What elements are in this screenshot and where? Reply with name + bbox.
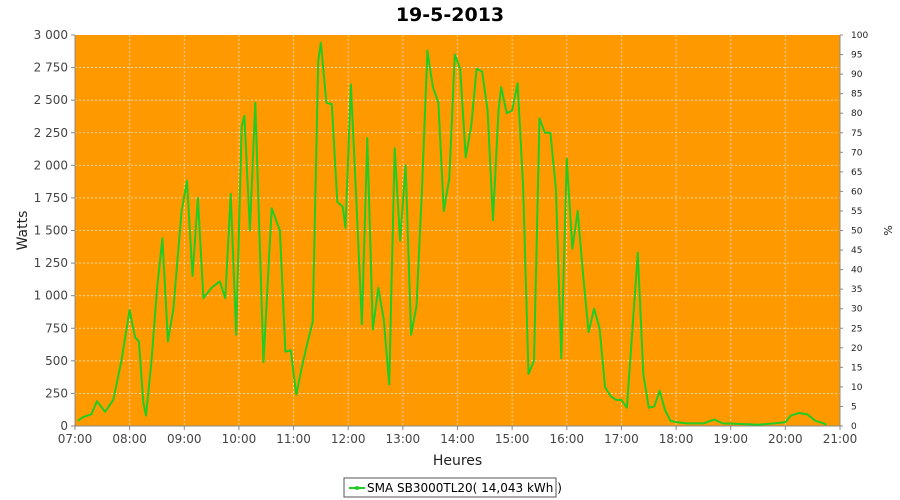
right-tick-label: 70	[851, 148, 863, 158]
y-tick-label: 3 000	[34, 28, 68, 42]
y-tick-label: 500	[45, 354, 68, 368]
y-tick-label: 0	[60, 419, 68, 433]
x-axis-label: Heures	[433, 453, 482, 469]
y-tick-label: 2 000	[34, 158, 68, 172]
x-tick-label: 19:00	[713, 432, 748, 446]
right-tick-label: 0	[851, 422, 857, 432]
right-tick-label: 30	[851, 305, 863, 315]
x-tick-label: 18:00	[659, 432, 694, 446]
right-tick-label: 45	[851, 246, 862, 256]
legend: SMA SB3000TL20( 14,043 kWh )	[343, 477, 562, 498]
right-tick-label: 50	[851, 227, 863, 237]
series-line	[77, 41, 827, 426]
right-tick-label: 75	[851, 129, 862, 139]
right-tick-label: 15	[851, 363, 862, 373]
right-tick-label: 5	[851, 402, 857, 412]
legend-box	[343, 477, 557, 498]
legend-label: SMA SB3000TL20( 14,043 kWh )	[367, 481, 562, 495]
legend-swatch-marker	[355, 486, 359, 490]
y-tick-label: 2 750	[34, 61, 68, 75]
right-tick-label: 80	[851, 109, 863, 119]
right-tick-label: 20	[851, 344, 863, 354]
right-axis-label: %	[881, 225, 894, 235]
x-tick-label: 17:00	[604, 432, 639, 446]
right-tick-label: 65	[851, 168, 862, 178]
y-tick-label: 1 500	[34, 224, 68, 238]
x-tick-label: 16:00	[549, 432, 584, 446]
x-tick-label: 20:00	[768, 432, 803, 446]
x-tick-label: 15:00	[495, 432, 530, 446]
y-tick-label: 750	[45, 321, 68, 335]
x-tick-label: 09:00	[167, 432, 202, 446]
x-axis: 07:00 08:00 09:00 10:00 11:00 12:00 13:00 14:00…	[58, 425, 858, 446]
x-tick-label: 12:00	[331, 432, 366, 446]
y-tick-label: 1 250	[34, 256, 68, 270]
x-tick-label: 08:00	[112, 432, 147, 446]
right-tick-label: 60	[851, 187, 863, 197]
right-tick-label: 85	[851, 90, 862, 100]
right-tick-label: 25	[851, 324, 862, 334]
x-tick-label: 14:00	[440, 432, 475, 446]
y-tick-label: 250	[45, 386, 68, 400]
y-tick-label: 2 250	[34, 126, 68, 140]
y-tick-label: 2 500	[34, 93, 68, 107]
right-tick-label: 95	[851, 51, 862, 61]
series-lines	[77, 41, 827, 426]
chart-title: 19-5-2013	[396, 4, 504, 26]
x-tick-label: 21:00	[823, 432, 858, 446]
left-y-axis: 0 250 500 750 1 000 1 250 1 500 1 750 2 000 2 250…	[34, 28, 76, 433]
grid-lines	[75, 35, 840, 426]
right-y-axis: 0 5 10 15 20 25 30 35 40 45 50 55 60 65 70 75 80 85 90 95 10…	[839, 31, 868, 432]
right-tick-label: 55	[851, 207, 862, 217]
y-tick-label: 1 750	[34, 191, 68, 205]
x-tick-label: 10:00	[222, 432, 257, 446]
y-tick-label: 1 000	[34, 289, 68, 303]
right-tick-label: 35	[851, 285, 862, 295]
right-tick-label: 10	[851, 383, 863, 393]
right-tick-label: 40	[851, 266, 863, 276]
right-tick-label: 90	[851, 70, 863, 80]
x-tick-label: 11:00	[276, 432, 311, 446]
x-tick-label: 13:00	[386, 432, 421, 446]
x-tick-label: 07:00	[58, 432, 93, 446]
y-axis-label: Watts	[15, 211, 31, 251]
right-tick-label: 100	[851, 31, 868, 41]
